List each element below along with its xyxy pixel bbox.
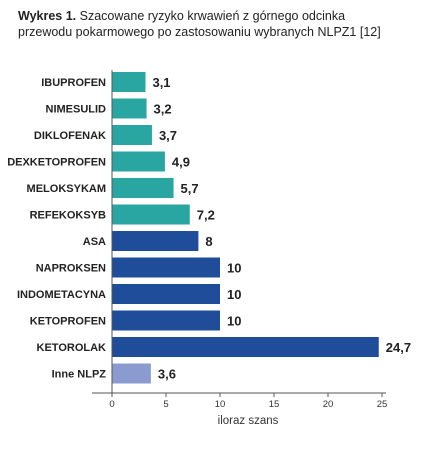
value-label-inne-nlpz: 3,6 xyxy=(158,367,176,382)
x-tick-label-5: 5 xyxy=(163,399,168,410)
bar-refekoksyb xyxy=(112,204,190,225)
chart-title-line1: Szacowane ryzyko krwawień z górnego odci… xyxy=(79,9,346,23)
bar-meloksykam xyxy=(112,178,174,198)
category-label-ibuprofen: IBUPROFEN xyxy=(41,77,106,89)
value-label-refekoksyb: 7,2 xyxy=(197,208,215,223)
bar-nimesulid xyxy=(112,98,147,119)
value-label-meloksykam: 5,7 xyxy=(181,181,199,196)
value-label-ketorolak: 24,7 xyxy=(386,340,411,355)
value-label-dexketoprofen: 4,9 xyxy=(172,155,190,170)
category-label-ketorolak: KETOROLAK xyxy=(37,342,107,354)
bar-ketorolak xyxy=(112,337,379,357)
x-tick-label-0: 0 xyxy=(109,399,114,410)
category-label-indometacyna: INDOMETACYNA xyxy=(17,289,106,301)
value-label-ketoprofen: 10 xyxy=(227,314,241,329)
chart-title-line2: przewodu pokarmowego po zastosowaniu wyb… xyxy=(18,25,381,39)
category-label-meloksykam: MELOKSYKAM xyxy=(27,183,106,195)
bar-inne-nlpz xyxy=(112,363,151,384)
bar-naproksen xyxy=(112,257,220,278)
value-label-diklofenak: 3,7 xyxy=(159,128,177,143)
category-label-asa: ASA xyxy=(83,236,106,248)
chart-title-prefix: Wykres 1. xyxy=(18,9,77,23)
category-label-ketoprofen: KETOPROFEN xyxy=(30,316,106,328)
bar-asa xyxy=(112,231,199,251)
bar-indometacyna xyxy=(112,284,220,304)
value-label-ibuprofen: 3,1 xyxy=(152,75,170,90)
x-tick-label-10: 10 xyxy=(215,399,226,410)
value-label-asa: 8 xyxy=(205,234,212,249)
category-label-inne-nlpz: Inne NLPZ xyxy=(52,369,107,381)
x-tick-label-15: 15 xyxy=(269,399,280,410)
x-tick-label-25: 25 xyxy=(377,399,388,410)
category-label-refekoksyb: REFEKOKSYB xyxy=(30,210,106,222)
x-tick-label-20: 20 xyxy=(323,399,334,410)
category-label-naproksen: NAPROKSEN xyxy=(36,263,106,275)
value-label-naproksen: 10 xyxy=(227,261,241,276)
bar-diklofenak xyxy=(112,125,152,145)
category-label-dexketoprofen: DEXKETOPROFEN xyxy=(7,157,106,169)
bar-dexketoprofen xyxy=(112,151,165,172)
x-axis-title: iloraz szans xyxy=(218,415,279,427)
category-label-nimesulid: NIMESULID xyxy=(46,104,107,116)
category-label-diklofenak: DIKLOFENAK xyxy=(34,130,106,142)
chart-title: Wykres 1. Szacowane ryzyko krwawień z gó… xyxy=(18,8,418,40)
value-label-indometacyna: 10 xyxy=(227,287,241,302)
bar-ketoprofen xyxy=(112,310,220,331)
bar-ibuprofen xyxy=(112,72,146,92)
value-label-nimesulid: 3,2 xyxy=(154,102,172,117)
